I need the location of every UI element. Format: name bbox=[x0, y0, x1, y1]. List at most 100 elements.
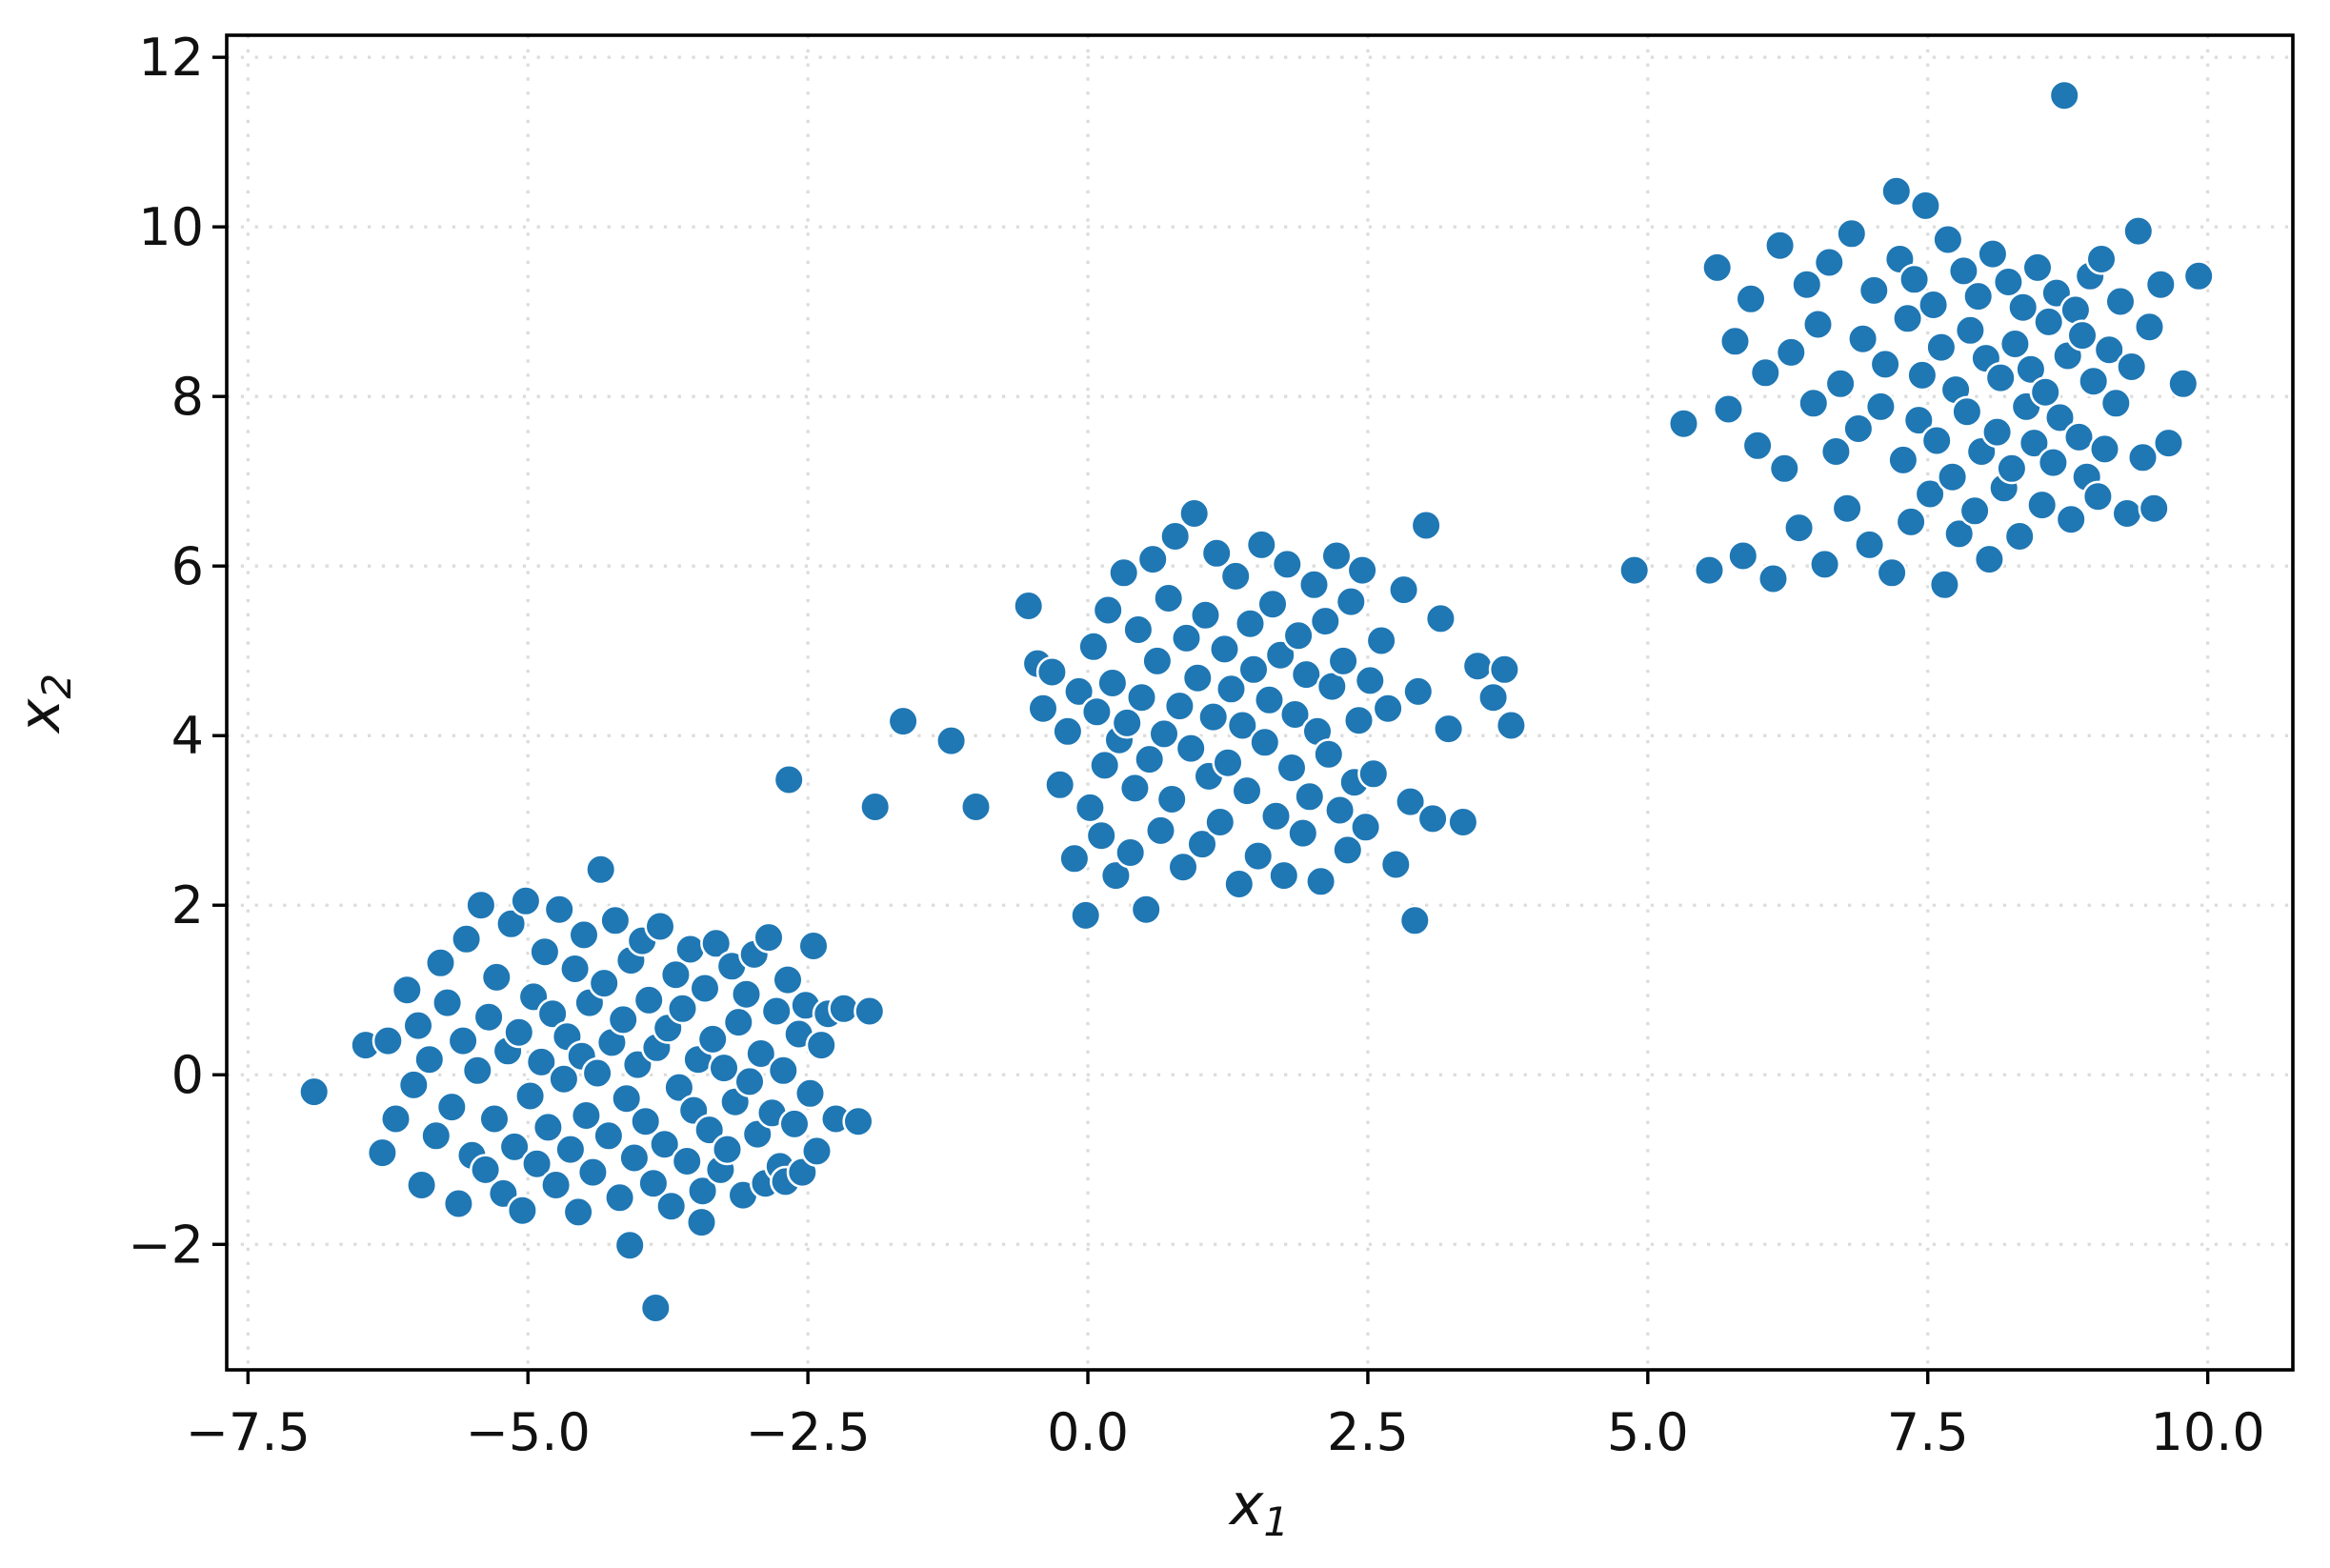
data-point bbox=[637, 1167, 670, 1199]
data-point bbox=[778, 1108, 811, 1140]
data-point bbox=[470, 1154, 502, 1186]
data-point bbox=[2062, 421, 2096, 453]
data-point bbox=[1928, 569, 1960, 601]
data-point bbox=[1130, 894, 1162, 926]
data-point bbox=[1282, 619, 1315, 652]
data-point bbox=[1996, 452, 2028, 485]
data-point bbox=[1432, 713, 1465, 745]
data-point bbox=[1077, 631, 1110, 663]
data-point bbox=[1902, 404, 1935, 436]
data-point bbox=[1416, 802, 1449, 835]
data-point bbox=[2003, 520, 2036, 553]
data-point bbox=[797, 930, 830, 962]
x-tick-label: 0.0 bbox=[1047, 1402, 1129, 1462]
data-point bbox=[406, 1169, 438, 1201]
data-point bbox=[1869, 348, 1901, 381]
data-point bbox=[391, 974, 423, 1006]
data-point bbox=[1212, 747, 1244, 779]
x-tick-label: 10.0 bbox=[2151, 1402, 2265, 1462]
data-point bbox=[1304, 865, 1337, 897]
data-point bbox=[2078, 365, 2110, 397]
data-point bbox=[1476, 681, 1510, 714]
data-point bbox=[1052, 715, 1084, 748]
data-point bbox=[760, 995, 793, 1028]
x-tick-label: −2.5 bbox=[746, 1402, 871, 1462]
data-point bbox=[576, 1156, 610, 1189]
data-point bbox=[1365, 624, 1397, 657]
data-point bbox=[1125, 681, 1158, 714]
data-point bbox=[513, 1079, 547, 1113]
data-point bbox=[2152, 427, 2185, 459]
data-point bbox=[2018, 427, 2050, 459]
data-point bbox=[1178, 497, 1211, 530]
data-point bbox=[1763, 230, 1797, 262]
data-point bbox=[1887, 444, 1919, 476]
data-point bbox=[420, 1119, 452, 1152]
data-point bbox=[1327, 645, 1359, 677]
data-point bbox=[1824, 368, 1857, 400]
data-point bbox=[2133, 311, 2166, 343]
data-point bbox=[1667, 408, 1700, 440]
data-point bbox=[1062, 675, 1095, 708]
data-point bbox=[1891, 302, 1924, 334]
data-point bbox=[1074, 792, 1106, 824]
data-point bbox=[773, 763, 805, 796]
data-point bbox=[934, 724, 968, 757]
data-point bbox=[1920, 424, 1953, 457]
data-point bbox=[1372, 693, 1404, 725]
data-point bbox=[1618, 553, 1651, 587]
data-point bbox=[2182, 260, 2215, 292]
data-point bbox=[529, 935, 561, 968]
data-point bbox=[1349, 811, 1382, 843]
data-point bbox=[1853, 529, 1886, 561]
data-point bbox=[372, 1024, 404, 1057]
data-point bbox=[2144, 269, 2177, 301]
data-point bbox=[1906, 359, 1938, 392]
data-point bbox=[1813, 246, 1845, 279]
y-tick-label: −2 bbox=[128, 1215, 204, 1275]
data-point bbox=[1275, 752, 1308, 784]
x-tick-label: 5.0 bbox=[1607, 1402, 1689, 1462]
data-point bbox=[1846, 323, 1879, 355]
data-point bbox=[510, 885, 542, 917]
data-point bbox=[1895, 506, 1927, 538]
data-point bbox=[447, 1024, 479, 1057]
data-point bbox=[859, 791, 892, 823]
x-tick-label: −5.0 bbox=[466, 1402, 591, 1462]
data-point bbox=[1163, 690, 1195, 722]
data-point bbox=[1155, 783, 1188, 815]
x-axis-label-base: x bbox=[1228, 1472, 1264, 1538]
y-axis-label-base: x bbox=[7, 698, 73, 734]
data-point bbox=[1876, 556, 1908, 589]
data-point bbox=[1186, 828, 1218, 860]
data-point bbox=[1242, 839, 1275, 873]
data-point bbox=[554, 1133, 587, 1166]
data-point bbox=[1424, 602, 1456, 635]
data-point bbox=[478, 1102, 511, 1136]
data-point bbox=[1234, 608, 1267, 640]
data-point bbox=[1181, 662, 1214, 694]
data-point bbox=[525, 1046, 557, 1078]
data-point bbox=[1701, 251, 1734, 284]
data-point bbox=[1027, 693, 1059, 725]
data-point bbox=[1297, 569, 1331, 601]
data-point bbox=[1092, 593, 1124, 627]
data-point bbox=[465, 889, 497, 921]
data-point bbox=[1947, 254, 1979, 288]
data-point bbox=[2111, 497, 2143, 530]
data-point bbox=[1256, 588, 1289, 620]
data-point bbox=[1831, 493, 1863, 525]
data-point bbox=[2099, 387, 2132, 419]
data-point bbox=[1044, 769, 1076, 801]
axes-frame bbox=[225, 33, 2295, 1372]
data-point bbox=[402, 1009, 434, 1042]
data-point bbox=[753, 921, 785, 954]
data-point bbox=[1954, 314, 1986, 347]
data-point bbox=[2122, 215, 2155, 248]
data-point bbox=[1148, 717, 1180, 751]
data-point bbox=[2015, 353, 2047, 386]
data-point bbox=[424, 947, 457, 979]
data-point bbox=[432, 986, 464, 1019]
data-point bbox=[2007, 291, 2039, 324]
data-point bbox=[674, 933, 707, 966]
